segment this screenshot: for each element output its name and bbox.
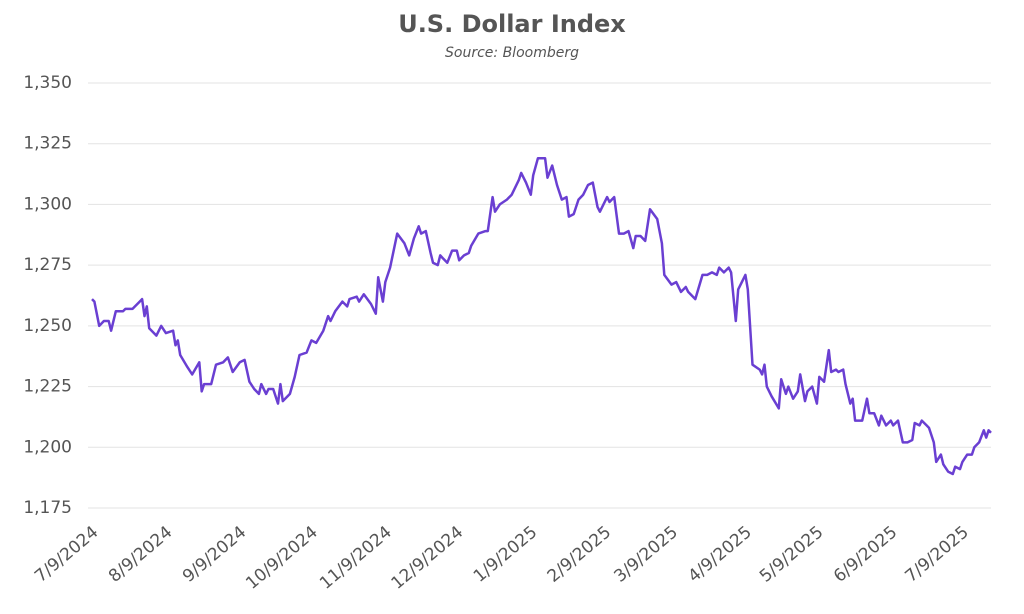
y-tick-label: 1,200 [23,437,72,457]
x-tick-label: 1/9/2025 [470,522,541,586]
x-tick-label: 10/9/2024 [242,522,322,593]
y-tick-label: 1,350 [23,73,72,93]
chart-subtitle: Source: Bloomberg [445,45,579,61]
line [91,157,992,476]
x-tick-label: 4/9/2025 [684,522,755,586]
y-tick-label: 1,325 [23,134,72,154]
y-tick-label: 1,250 [23,316,72,336]
x-tick-label: 5/9/2025 [756,522,827,586]
x-tick-label: 12/9/2024 [388,522,468,593]
x-tick-label: 11/9/2024 [316,522,396,593]
x-tick-label: 8/9/2024 [105,522,176,586]
x-tick-label: 7/9/2025 [901,522,972,586]
chart-title: U.S. Dollar Index [398,10,626,38]
x-tick-label: 9/9/2024 [179,522,250,586]
x-tick-label: 2/9/2025 [544,522,615,586]
y-tick-label: 1,275 [23,255,72,275]
x-tick-label: 7/9/2024 [31,522,102,586]
y-tick-label: 1,300 [23,194,72,214]
x-tick-label: 3/9/2025 [611,522,682,586]
y-tick-label: 1,225 [23,377,72,397]
x-tick-label: 6/9/2025 [830,522,901,586]
y-tick-label: 1,175 [23,498,72,518]
